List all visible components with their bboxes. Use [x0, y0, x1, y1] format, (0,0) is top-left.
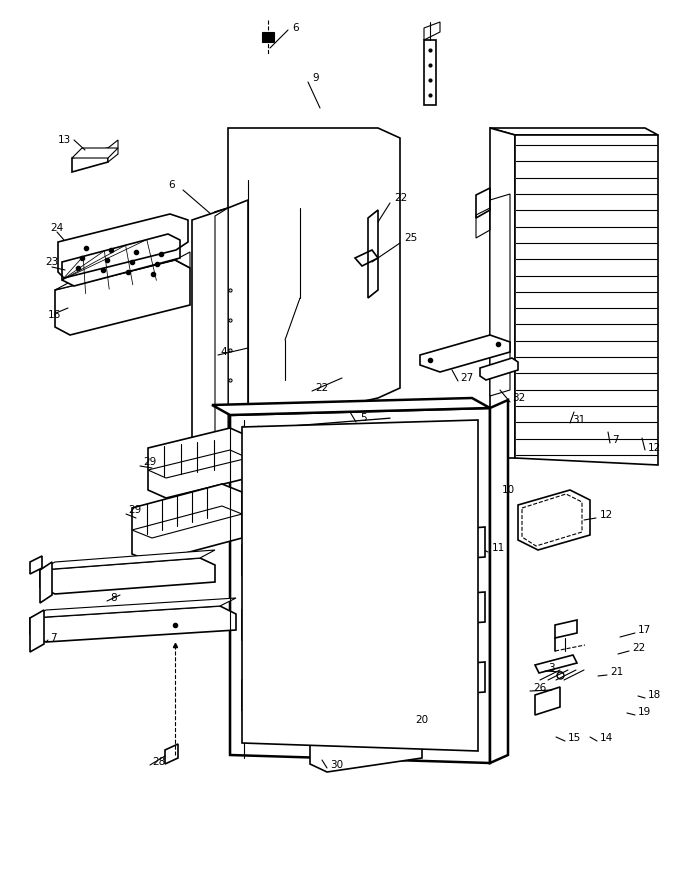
Text: 15: 15	[568, 733, 581, 743]
Text: 18: 18	[648, 690, 661, 700]
Text: 27: 27	[460, 373, 473, 383]
Polygon shape	[192, 208, 228, 482]
Polygon shape	[298, 678, 410, 700]
Text: 23: 23	[45, 257, 58, 267]
Polygon shape	[132, 506, 242, 538]
Text: 32: 32	[512, 393, 525, 403]
Polygon shape	[215, 208, 228, 484]
Polygon shape	[30, 606, 236, 642]
Text: 20: 20	[415, 715, 428, 725]
Polygon shape	[40, 558, 215, 594]
Text: 16: 16	[48, 310, 61, 320]
Text: 21: 21	[610, 667, 624, 677]
Text: 10: 10	[502, 485, 515, 495]
Polygon shape	[490, 128, 515, 458]
Text: 22: 22	[394, 193, 407, 203]
Polygon shape	[310, 716, 405, 738]
Text: 19: 19	[638, 707, 651, 717]
Polygon shape	[380, 438, 420, 500]
Text: 22: 22	[632, 643, 645, 653]
Polygon shape	[262, 32, 268, 42]
Text: 29: 29	[143, 457, 156, 467]
Polygon shape	[40, 550, 215, 570]
Text: 3: 3	[548, 663, 555, 673]
Polygon shape	[522, 494, 582, 546]
Polygon shape	[310, 724, 422, 772]
Polygon shape	[148, 428, 248, 498]
Polygon shape	[420, 335, 510, 372]
Polygon shape	[30, 610, 44, 652]
Polygon shape	[490, 400, 508, 763]
Polygon shape	[230, 408, 490, 763]
Text: 11: 11	[492, 543, 505, 553]
Polygon shape	[228, 200, 248, 476]
Polygon shape	[242, 420, 478, 751]
Polygon shape	[40, 562, 52, 603]
Polygon shape	[30, 598, 236, 618]
Polygon shape	[148, 450, 248, 478]
Text: 12: 12	[648, 443, 661, 453]
Text: 7: 7	[612, 435, 619, 445]
Polygon shape	[242, 527, 485, 575]
Polygon shape	[298, 686, 428, 736]
Polygon shape	[515, 135, 658, 465]
Text: 25: 25	[404, 233, 418, 243]
Text: 6: 6	[292, 23, 299, 33]
Polygon shape	[132, 484, 242, 562]
Text: 7: 7	[50, 633, 56, 643]
Text: 8: 8	[110, 593, 117, 603]
Text: 14: 14	[600, 733, 613, 743]
Polygon shape	[55, 260, 190, 335]
Polygon shape	[215, 128, 400, 470]
Text: 5: 5	[360, 413, 367, 423]
Polygon shape	[518, 490, 590, 550]
Polygon shape	[490, 128, 658, 135]
Polygon shape	[72, 148, 108, 172]
Polygon shape	[242, 592, 485, 640]
Text: 17: 17	[638, 625, 651, 635]
Text: 6: 6	[168, 180, 175, 190]
Polygon shape	[424, 22, 440, 40]
Polygon shape	[212, 398, 490, 415]
Polygon shape	[242, 662, 485, 710]
Polygon shape	[62, 234, 180, 286]
Polygon shape	[108, 140, 118, 162]
Polygon shape	[480, 358, 518, 380]
Polygon shape	[490, 194, 510, 396]
Text: 24: 24	[50, 223, 63, 233]
Text: 29: 29	[128, 505, 141, 515]
Text: 22: 22	[315, 383, 328, 393]
Text: 26: 26	[533, 683, 546, 693]
Polygon shape	[55, 252, 175, 290]
Polygon shape	[72, 148, 118, 158]
Text: 12: 12	[600, 510, 613, 520]
Text: 4: 4	[220, 347, 226, 357]
Text: 30: 30	[330, 760, 343, 770]
Text: 28: 28	[152, 757, 165, 767]
Text: 13: 13	[58, 135, 71, 145]
Text: 31: 31	[572, 415, 585, 425]
Text: 9: 9	[312, 73, 319, 83]
Polygon shape	[268, 32, 274, 42]
